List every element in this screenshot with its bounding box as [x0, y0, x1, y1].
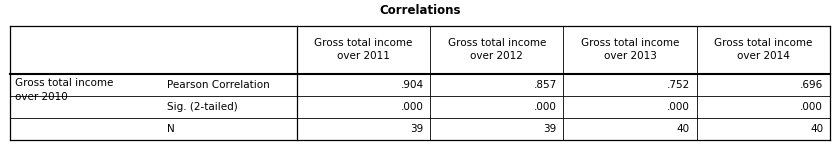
Text: 39: 39	[543, 124, 557, 134]
Text: 40: 40	[677, 124, 690, 134]
Text: .752: .752	[667, 80, 690, 90]
Text: Sig. (2-tailed): Sig. (2-tailed)	[167, 102, 238, 112]
Text: .000: .000	[534, 102, 557, 112]
Text: Gross total income
over 2010: Gross total income over 2010	[15, 78, 113, 102]
Text: Correlations: Correlations	[379, 4, 461, 17]
Text: .696: .696	[800, 80, 823, 90]
Text: .000: .000	[401, 102, 423, 112]
Text: .904: .904	[401, 80, 423, 90]
Text: Gross total income
over 2011: Gross total income over 2011	[314, 38, 412, 61]
Text: 40: 40	[810, 124, 823, 134]
Text: Pearson Correlation: Pearson Correlation	[167, 80, 270, 90]
Text: .857: .857	[533, 80, 557, 90]
Text: Gross total income
over 2012: Gross total income over 2012	[448, 38, 546, 61]
Text: Gross total income
over 2014: Gross total income over 2014	[714, 38, 812, 61]
Text: .000: .000	[667, 102, 690, 112]
Text: .000: .000	[801, 102, 823, 112]
Text: 39: 39	[410, 124, 423, 134]
Text: N: N	[167, 124, 175, 134]
Text: Gross total income
over 2013: Gross total income over 2013	[581, 38, 680, 61]
